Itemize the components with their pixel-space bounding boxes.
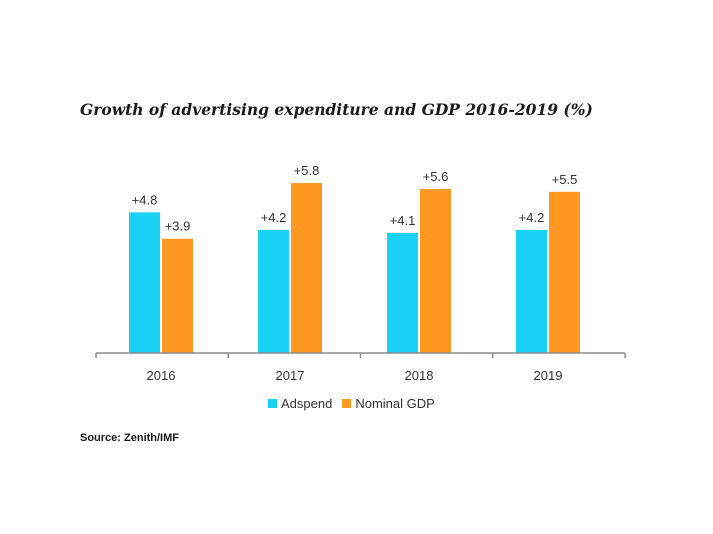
value-label-adspend-2018: +4.1 bbox=[390, 213, 416, 228]
value-label-adspend-2019: +4.2 bbox=[519, 210, 545, 225]
value-label-nominal-gdp-2018: +5.6 bbox=[423, 169, 449, 184]
chart-title: Growth of advertising expenditure and GD… bbox=[80, 100, 593, 119]
x-tick-label-2016: 2016 bbox=[147, 368, 176, 383]
value-label-adspend-2017: +4.2 bbox=[261, 210, 287, 225]
x-tick-label-2018: 2018 bbox=[405, 368, 434, 383]
value-label-adspend-2016: +4.8 bbox=[132, 192, 158, 207]
bar-nominal-gdp-2016 bbox=[162, 238, 193, 353]
legend-swatch-nominal-gdp bbox=[342, 399, 352, 408]
bar-adspend-2016 bbox=[129, 212, 160, 353]
bar-nominal-gdp-2019 bbox=[549, 191, 580, 353]
legend-swatch-adspend bbox=[268, 399, 277, 408]
bars-group bbox=[129, 183, 580, 353]
axis-ticks-group bbox=[95, 353, 626, 358]
x-tick-label-2019: 2019 bbox=[534, 368, 563, 383]
legend-label-nominal-gdp: Nominal GDP bbox=[355, 396, 435, 411]
bar-adspend-2017 bbox=[258, 229, 289, 353]
legend: Adspend Nominal GDP bbox=[268, 396, 445, 411]
value-label-nominal-gdp-2017: +5.8 bbox=[294, 163, 320, 178]
value-label-nominal-gdp-2019: +5.5 bbox=[552, 172, 578, 187]
x-tick-labels-group: 2016 2017 2018 2019 bbox=[147, 368, 563, 383]
legend-item-adspend[interactable]: Adspend bbox=[268, 396, 332, 411]
bar-nominal-gdp-2018 bbox=[420, 188, 451, 353]
value-label-nominal-gdp-2016: +3.9 bbox=[165, 219, 191, 234]
bar-adspend-2018 bbox=[387, 232, 418, 353]
source-note: Source: Zenith/IMF bbox=[80, 432, 179, 444]
value-labels-group: +4.8 +3.9 +4.2 +5.8 +4.1 +5.6 +4.2 +5.5 bbox=[132, 163, 578, 234]
bar-adspend-2019 bbox=[516, 229, 547, 353]
legend-item-nominal-gdp[interactable]: Nominal GDP bbox=[342, 396, 435, 411]
x-tick-label-2017: 2017 bbox=[276, 368, 305, 383]
bar-nominal-gdp-2017 bbox=[291, 183, 322, 353]
legend-label-adspend: Adspend bbox=[281, 396, 333, 411]
